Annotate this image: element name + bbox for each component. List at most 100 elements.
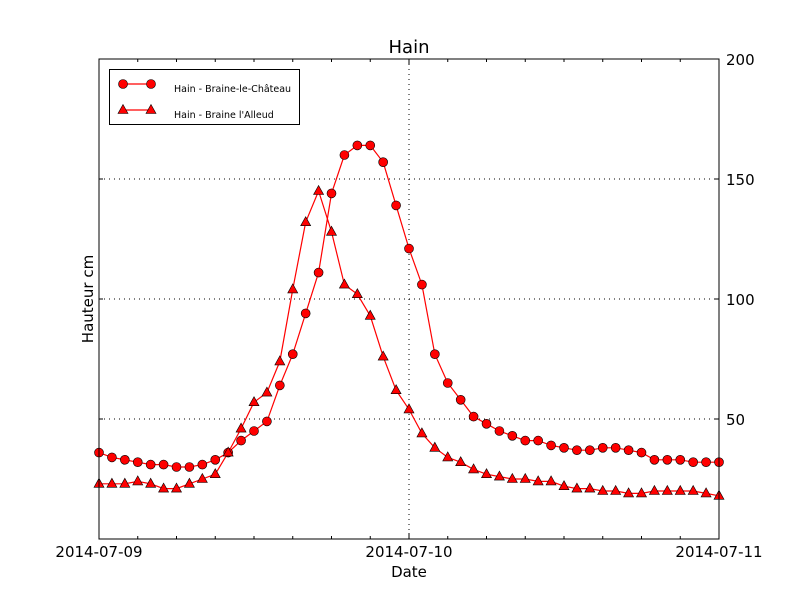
data-point (429, 441, 441, 452)
data-point (132, 457, 143, 468)
data-point (558, 480, 570, 490)
data-point (417, 279, 427, 290)
data-point (661, 484, 673, 495)
series-1 (93, 184, 725, 500)
legend-item: Hain - Braine l'Alleud (117, 103, 274, 121)
data-point (468, 463, 480, 474)
data-point (377, 350, 389, 361)
data-point (430, 349, 440, 360)
data-point (623, 445, 634, 456)
data-point (210, 454, 221, 465)
data-point (184, 462, 195, 472)
chart-title: Hain (389, 37, 430, 58)
data-point (120, 454, 130, 465)
data-point (700, 487, 712, 498)
data-point (107, 452, 117, 463)
data-point (183, 477, 195, 488)
data-point (325, 225, 338, 236)
data-point (701, 457, 711, 468)
data-point (455, 456, 467, 466)
data-point (494, 426, 505, 436)
data-point (351, 288, 363, 298)
data-point (158, 482, 170, 493)
data-point (597, 442, 608, 453)
data-point (571, 482, 583, 493)
data-point (404, 243, 414, 254)
data-point (171, 462, 182, 472)
data-point (519, 472, 531, 483)
data-point (403, 403, 415, 414)
data-point (468, 411, 479, 422)
y-tick-label: 150 (726, 171, 755, 189)
series-0 (94, 140, 724, 472)
data-point (662, 454, 673, 465)
data-point (623, 487, 635, 498)
data-point (675, 454, 686, 465)
data-point (158, 459, 169, 470)
x-tick-label: 2014-07-11 (675, 543, 762, 561)
legend: Hain - Braine-le-Château Hain - Braine l'… (109, 69, 300, 125)
data-point (145, 459, 156, 470)
data-point (300, 216, 312, 226)
data-point (326, 188, 337, 199)
legend-box (109, 69, 300, 125)
data-point (117, 103, 129, 114)
data-point (545, 475, 557, 486)
data-point (248, 396, 260, 406)
data-point (197, 459, 208, 470)
data-point (584, 482, 596, 493)
data-point (249, 426, 259, 436)
data-point (338, 278, 350, 289)
data-point (610, 484, 622, 495)
data-point (649, 454, 660, 465)
data-point (506, 472, 518, 483)
data-point (610, 442, 621, 453)
legend-item: Hain - Braine-le-Château (118, 79, 291, 95)
grid (99, 59, 719, 539)
data-point (145, 477, 157, 488)
data-point (442, 378, 453, 388)
data-point (339, 150, 350, 160)
data-point (520, 435, 531, 446)
data-point (313, 267, 324, 278)
data-point (209, 468, 221, 478)
x-axis-label: Date (391, 563, 427, 581)
data-point (145, 103, 157, 114)
data-point (287, 283, 299, 294)
data-point (585, 445, 595, 456)
data-point (481, 418, 492, 429)
data-point (546, 440, 556, 451)
data-point (275, 380, 285, 391)
legend-label: Hain - Braine l'Alleud (174, 110, 274, 121)
data-point (222, 446, 234, 457)
x-tick-label: 2014-07-10 (365, 543, 452, 561)
data-point (106, 477, 118, 488)
data-point (532, 475, 544, 486)
data-point (119, 477, 131, 488)
data-point (274, 355, 286, 366)
data-point (636, 447, 647, 458)
ticks: 50 100 150 200 2014-07-09 2014-07-10 2014-07-1… (55, 51, 762, 561)
data-point (507, 430, 518, 441)
data-point (442, 451, 454, 462)
data-point (261, 386, 273, 397)
data-point (235, 422, 247, 433)
data-point (132, 475, 144, 486)
data-point (196, 472, 208, 483)
y-tick-label: 200 (726, 51, 755, 69)
legend-label: Hain - Braine-le-Château (174, 84, 291, 95)
data-point (391, 200, 401, 211)
y-axis-label: Hauteur cm (79, 255, 97, 343)
data-point (300, 308, 311, 319)
series-group (93, 140, 725, 500)
data-point (118, 79, 128, 89)
y-tick-label: 100 (726, 291, 755, 309)
data-point (559, 442, 569, 453)
data-point (364, 309, 376, 320)
data-point (170, 482, 183, 493)
data-point (352, 140, 363, 151)
data-point (572, 445, 582, 456)
data-point (378, 157, 388, 167)
data-point (236, 435, 246, 446)
